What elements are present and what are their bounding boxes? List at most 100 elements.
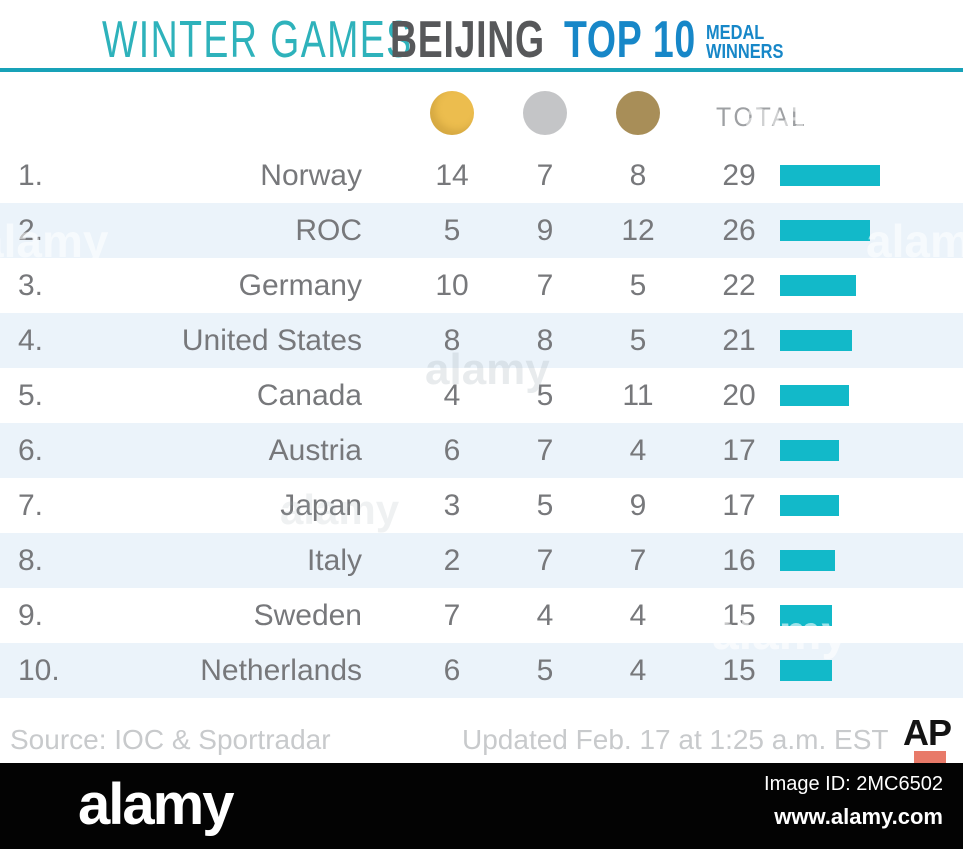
total-bar-cell [780,275,963,296]
country-cell: United States [181,323,362,357]
silver-cell: 4 [536,598,554,632]
silver-cell: 5 [536,378,554,412]
header-divider-rule [0,68,963,72]
total-bar [780,440,839,461]
gold-cell: 10 [435,268,469,302]
country-cell: ROC [295,213,362,247]
total-bar-cell [780,165,963,186]
title-medal-line: MEDAL [706,22,765,44]
table-row: 9. Sweden 7 4 4 15 [0,588,963,643]
medal-table-body: 1. Norway 14 7 8 29 2. ROC 5 9 12 26 3. … [0,148,963,698]
total-cell: 26 [722,213,756,247]
updated-timestamp: Updated Feb. 17 at 1:25 a.m. EST [462,724,889,755]
total-bar [780,165,880,186]
gold-cell: 7 [443,598,461,632]
rank-cell: 10. [18,653,60,687]
bronze-cell: 11 [622,378,654,412]
silver-cell: 9 [536,213,554,247]
gold-medal-icon [430,91,474,135]
ap-logo-red-mark [914,751,946,765]
table-row: 6. Austria 6 7 4 17 [0,423,963,478]
title-winter-games: WINTER GAMES [102,11,413,69]
total-bar [780,605,832,626]
bronze-cell: 5 [629,268,647,302]
silver-cell: 8 [536,323,554,357]
total-bar-cell [780,605,963,626]
bronze-cell: 12 [621,213,655,247]
country-cell: Netherlands [200,653,362,687]
total-bar [780,385,849,406]
total-bar-cell [780,495,963,516]
total-bar-cell [780,440,963,461]
total-cell: 21 [722,323,756,357]
silver-cell: 7 [536,268,554,302]
bronze-cell: 4 [629,433,647,467]
gold-cell: 6 [443,653,461,687]
total-bar [780,330,852,351]
bronze-cell: 7 [629,543,647,577]
total-bar [780,495,839,516]
title-top10: TOP 10 [564,11,696,69]
rank-cell: 2. [18,213,44,247]
gold-cell: 3 [443,488,461,522]
silver-cell: 5 [536,488,554,522]
header-title: WINTER GAMES BEIJING TOP 10 MEDAL WINNER… [102,12,922,70]
title-beijing: BEIJING [390,11,545,69]
gold-cell: 5 [443,213,461,247]
total-cell: 15 [722,598,756,632]
country-cell: Japan [280,488,362,522]
rank-cell: 9. [18,598,44,632]
rank-cell: 5. [18,378,44,412]
bronze-cell: 8 [629,158,647,192]
total-cell: 22 [722,268,756,302]
total-bar-cell [780,660,963,681]
alamy-url: www.alamy.com [774,804,943,829]
table-row: 7. Japan 3 5 9 17 [0,478,963,533]
silver-medal-icon [523,91,567,135]
alamy-footer-bar: alamy Image ID: 2MC6502 www.alamy.com [0,763,963,849]
rank-cell: 3. [18,268,44,302]
total-bar-cell [780,330,963,351]
title-medal-winners: MEDAL WINNERS [706,22,784,63]
total-column-label: TOTAL [716,102,808,132]
total-bar-cell [780,220,963,241]
country-cell: Canada [256,378,362,412]
bronze-cell: 4 [629,653,647,687]
total-cell: 17 [722,488,756,522]
table-row: 4. United States 8 8 5 21 [0,313,963,368]
silver-cell: 5 [536,653,554,687]
title-winners-line: WINNERS [706,41,784,63]
total-bar [780,220,870,241]
country-cell: Norway [260,158,362,192]
total-cell: 20 [722,378,756,412]
source-credit: Source: IOC & Sportradar [10,724,331,755]
total-bar [780,660,832,681]
table-row: 10. Netherlands 6 5 4 15 [0,643,963,698]
bronze-cell: 9 [629,488,647,522]
total-bar-cell [780,385,963,406]
table-row: 1. Norway 14 7 8 29 [0,148,963,203]
country-cell: Italy [306,543,362,577]
bronze-medal-icon [616,91,660,135]
rank-cell: 6. [18,433,44,467]
table-row: 8. Italy 2 7 7 16 [0,533,963,588]
country-cell: Germany [238,268,362,302]
total-bar-cell [780,550,963,571]
table-row: 5. Canada 4 5 11 20 [0,368,963,423]
silver-cell: 7 [536,543,554,577]
gold-cell: 8 [443,323,461,357]
table-column-header: TOTAL [0,86,963,144]
table-row: 3. Germany 10 7 5 22 [0,258,963,313]
bronze-cell: 4 [629,598,647,632]
rank-cell: 8. [18,543,44,577]
gold-cell: 14 [435,158,469,192]
alamy-info-block: Image ID: 2MC6502 www.alamy.com [764,773,943,830]
rank-cell: 4. [18,323,44,357]
silver-cell: 7 [536,158,554,192]
total-bar [780,275,856,296]
ap-logo: AP [903,712,952,753]
rank-cell: 1. [18,158,44,192]
gold-cell: 6 [443,433,461,467]
total-cell: 29 [722,158,756,192]
rank-cell: 7. [18,488,44,522]
